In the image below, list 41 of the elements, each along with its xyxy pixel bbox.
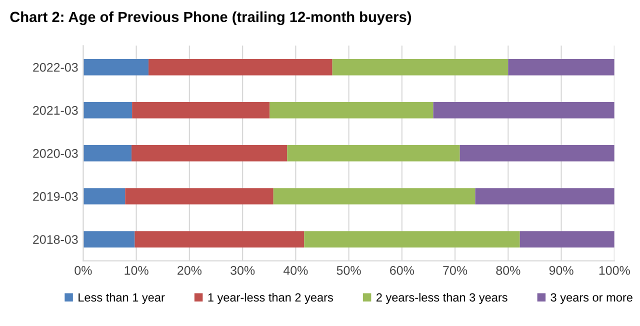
x-tick-label: 90% — [549, 266, 574, 275]
bar — [287, 145, 460, 162]
x-tick-label: 20% — [178, 266, 202, 275]
chart-title: Chart 2: Age of Previous Phone (trailing 12-month buyers) — [10, 11, 412, 26]
bar — [332, 58, 508, 76]
bar — [132, 145, 288, 162]
bar — [475, 188, 614, 204]
x-tick-label: 30% — [230, 266, 255, 275]
bar — [270, 102, 434, 118]
bar — [83, 145, 132, 162]
bar — [83, 188, 126, 204]
y-tick-label: 2019-03 — [33, 192, 78, 201]
x-tick-label: 0% — [74, 266, 92, 275]
legend-label: 2 years-less than 3 years — [376, 292, 508, 304]
bar — [83, 102, 132, 118]
y-tick-label: 2022-03 — [33, 62, 78, 72]
y-tick-label: 2021-03 — [33, 106, 78, 115]
x-tick-label: 100% — [599, 266, 630, 275]
x-tick-label: 10% — [124, 266, 148, 275]
bar — [508, 58, 614, 76]
bar — [125, 188, 274, 204]
y-tick-label: 2020-03 — [33, 149, 78, 158]
legend-label: 1 year-less than 2 years — [208, 292, 333, 304]
y-tick-label: 2018-03 — [33, 235, 78, 244]
legend-label: Less than 1 year — [78, 292, 165, 304]
bar — [134, 231, 304, 248]
x-tick-label: 60% — [390, 266, 414, 275]
bar — [83, 231, 135, 248]
x-tick-label: 80% — [496, 266, 520, 275]
bar — [148, 58, 332, 76]
bar — [460, 145, 614, 162]
bar — [132, 102, 270, 118]
x-tick-label: 40% — [283, 266, 308, 275]
bar — [83, 58, 149, 76]
x-tick-label: 50% — [336, 266, 361, 275]
bar — [433, 102, 614, 118]
legend-label: 3 years or more — [550, 293, 632, 304]
bar — [304, 231, 520, 248]
bar — [520, 231, 614, 248]
bar — [273, 188, 476, 204]
x-tick-label: 70% — [443, 266, 468, 275]
